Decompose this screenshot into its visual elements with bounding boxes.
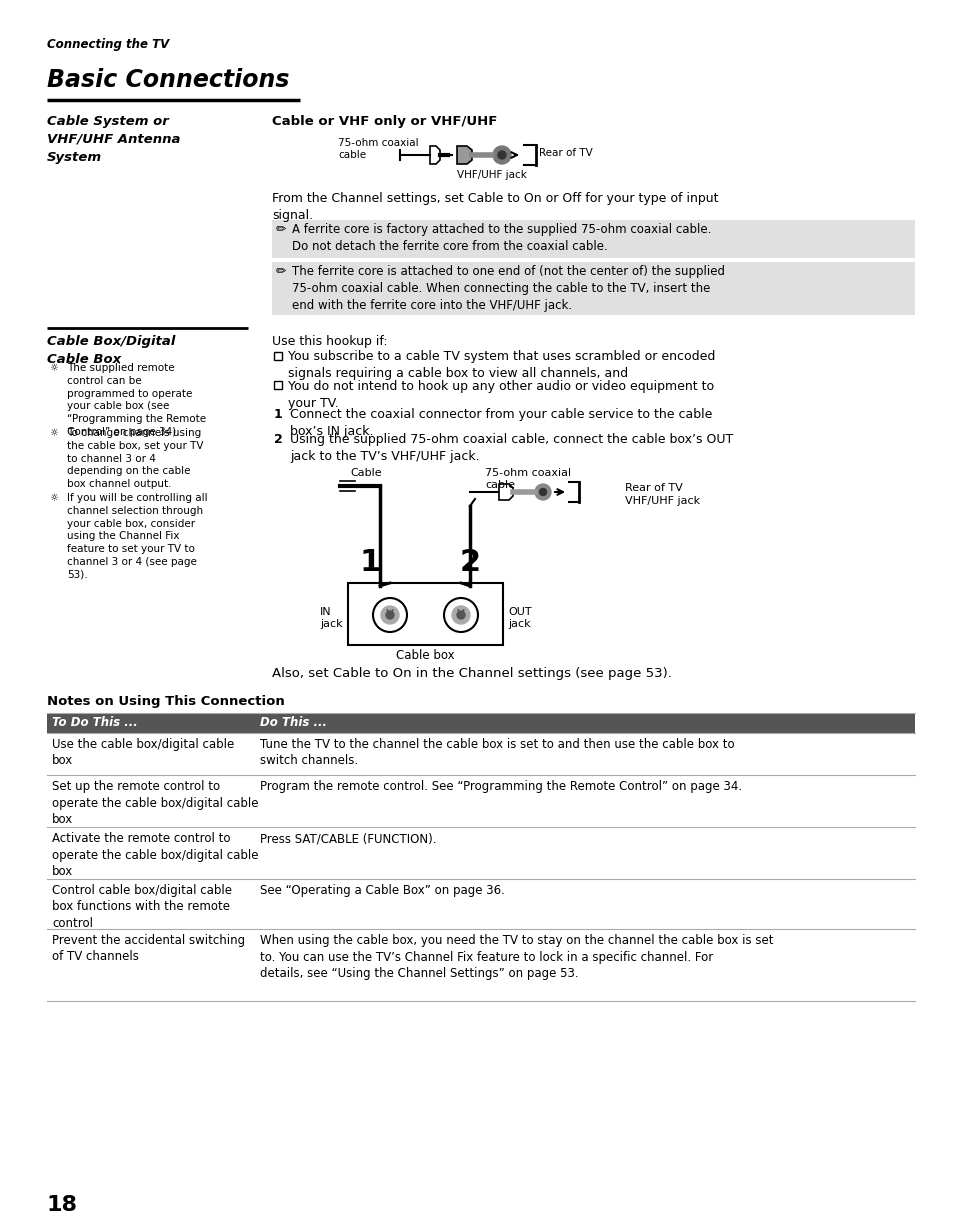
Text: Press SAT/CABLE (FUNCTION).: Press SAT/CABLE (FUNCTION). [260,832,436,845]
Text: Do This ...: Do This ... [260,716,327,729]
Text: Cable Box/Digital
Cable Box: Cable Box/Digital Cable Box [47,335,175,366]
Circle shape [452,606,470,624]
Circle shape [456,610,464,619]
Bar [272,263,914,315]
Circle shape [386,610,394,619]
Text: Use the cable box/digital cable
box: Use the cable box/digital cable box [52,737,234,768]
Text: ☼: ☼ [49,363,58,372]
Bar [274,381,282,389]
Polygon shape [456,147,472,164]
Circle shape [493,147,511,164]
Text: Prevent the accidental switching
of TV channels: Prevent the accidental switching of TV c… [52,934,245,963]
Text: Program the remote control. See “Programming the Remote Control” on page 34.: Program the remote control. See “Program… [260,780,741,792]
Text: To change channels using
the cable box, set your TV
to channel 3 or 4
depending : To change channels using the cable box, … [67,429,203,490]
Text: Activate the remote control to
operate the cable box/digital cable
box: Activate the remote control to operate t… [52,832,258,878]
Circle shape [535,484,551,501]
Text: VHF/UHF jack: VHF/UHF jack [456,170,526,179]
Text: Also, set Cable to On in the Channel settings (see page 53).: Also, set Cable to On in the Channel set… [272,667,671,680]
Circle shape [539,488,546,496]
Text: Cable: Cable [350,468,381,477]
Text: You subscribe to a cable TV system that uses scrambled or encoded
signals requir: You subscribe to a cable TV system that … [288,350,715,380]
Circle shape [380,606,398,624]
Text: You do not intend to hook up any other audio or video equipment to
your TV.: You do not intend to hook up any other a… [288,380,714,410]
Text: ☼: ☼ [49,493,58,503]
Text: Basic Connections: Basic Connections [47,68,289,92]
Text: 18: 18 [47,1195,78,1215]
Text: See “Operating a Cable Box” on page 36.: See “Operating a Cable Box” on page 36. [260,884,504,897]
Text: Control cable box/digital cable
box functions with the remote
control: Control cable box/digital cable box func… [52,884,232,930]
Text: The supplied remote
control can be
programmed to operate
your cable box (see
“Pr: The supplied remote control can be progr… [67,363,206,437]
Text: 75-ohm coaxial
cable: 75-ohm coaxial cable [337,138,418,160]
Text: If you will be controlling all
channel selection through
your cable box, conside: If you will be controlling all channel s… [67,493,208,580]
Text: To Do This ...: To Do This ... [52,716,137,729]
Text: Rear of TV: Rear of TV [538,148,592,158]
Text: When using the cable box, you need the TV to stay on the channel the cable box i: When using the cable box, you need the T… [260,934,773,980]
Polygon shape [430,147,439,164]
Polygon shape [498,484,513,501]
Text: ✏: ✏ [275,223,286,236]
Bar [47,713,914,733]
Text: 1: 1 [274,408,282,421]
Text: Connecting the TV: Connecting the TV [47,38,169,51]
Text: 75-ohm coaxial
cable: 75-ohm coaxial cable [484,468,571,491]
Circle shape [497,151,505,159]
Text: Cable box: Cable box [395,650,454,662]
Text: ✏: ✏ [275,265,286,278]
Text: Using the supplied 75-ohm coaxial cable, connect the cable box’s OUT
jack to the: Using the supplied 75-ohm coaxial cable,… [290,433,733,463]
Text: The ferrite core is attached to one end of (not the center of) the supplied
75-o: The ferrite core is attached to one end … [292,265,724,313]
Text: IN
jack: IN jack [319,607,342,629]
Text: Cable System or
VHF/UHF Antenna
System: Cable System or VHF/UHF Antenna System [47,115,180,164]
Text: OUT
jack: OUT jack [507,607,531,629]
Circle shape [373,598,407,632]
Bar [272,220,914,258]
Text: Connect the coaxial connector from your cable service to the cable
box’s IN jack: Connect the coaxial connector from your … [290,408,712,438]
Text: ☼: ☼ [49,429,58,438]
Text: Set up the remote control to
operate the cable box/digital cable
box: Set up the remote control to operate the… [52,780,258,825]
Text: A ferrite core is factory attached to the supplied 75-ohm coaxial cable.
Do not : A ferrite core is factory attached to th… [292,223,711,253]
Text: Tune the TV to the channel the cable box is set to and then use the cable box to: Tune the TV to the channel the cable box… [260,737,734,768]
Text: Rear of TV
VHF/UHF jack: Rear of TV VHF/UHF jack [624,484,700,505]
Bar [348,582,502,645]
Text: 2: 2 [274,433,282,446]
Text: Notes on Using This Connection: Notes on Using This Connection [47,695,284,708]
Text: Use this hookup if:: Use this hookup if: [272,335,387,348]
Text: Cable or VHF only or VHF/UHF: Cable or VHF only or VHF/UHF [272,115,497,128]
Circle shape [443,598,477,632]
Text: From the Channel settings, set Cable to On or Off for your type of input
signal.: From the Channel settings, set Cable to … [272,192,718,222]
Bar [274,352,282,360]
Text: 1: 1 [359,548,381,578]
Text: 2: 2 [459,548,480,578]
